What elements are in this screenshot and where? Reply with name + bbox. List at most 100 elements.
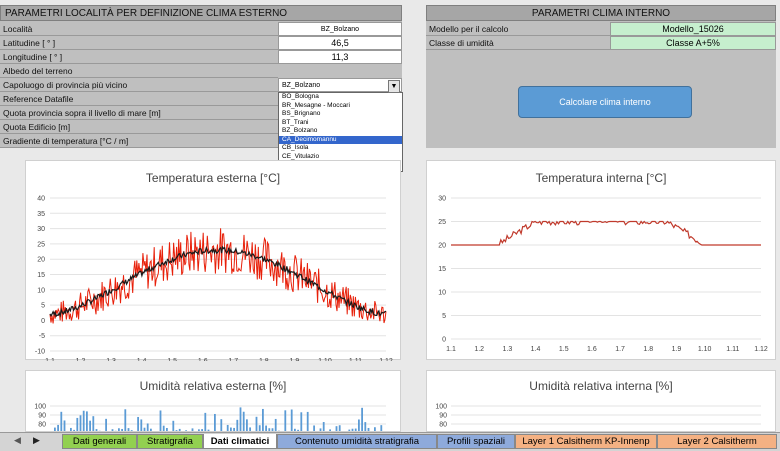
chart-rh-esterna-plot: 100 90 80: [26, 371, 401, 432]
humidity-bar: [358, 419, 360, 432]
tab-profili-spaziali[interactable]: Profili spaziali: [437, 434, 515, 449]
humidity-bar: [160, 410, 162, 432]
y-tick-label: 5: [442, 313, 446, 320]
x-tick-label: 1.10: [698, 346, 712, 353]
left-row-value[interactable]: 46,5: [278, 36, 402, 50]
chart-temp-esterna-plot: 4035302520151050-5-101.11.21.31.41.51.61…: [26, 161, 402, 361]
tab-contenuto-umidit-stratigrafia[interactable]: Contenuto umidità stratigrafia: [277, 434, 437, 449]
humidity-class-label: Classe di umidità: [426, 36, 610, 50]
humidity-bar: [80, 415, 82, 432]
dropdown-option[interactable]: BT_Trani: [279, 119, 402, 128]
y-tick-label: 15: [37, 272, 45, 279]
temperature-raw-series: [50, 228, 386, 323]
humidity-bar: [140, 419, 142, 432]
humidity-bar: [236, 420, 238, 432]
dropdown-option[interactable]: BS_Brignano: [279, 110, 402, 119]
left-row-label: Località: [0, 22, 278, 36]
y-tick-label: 90: [439, 413, 447, 420]
humidity-bar: [243, 412, 245, 432]
tab-scroll-right-icon[interactable]: ▶: [33, 435, 40, 446]
dropdown-option[interactable]: CB_Isola: [279, 144, 402, 153]
humidity-bar: [57, 425, 59, 432]
left-row-value[interactable]: BZ_Bolzano: [278, 78, 402, 92]
dropdown-arrow-icon[interactable]: ▼: [388, 80, 400, 93]
left-row-label: Albedo del terreno: [0, 64, 278, 78]
humidity-bar: [291, 410, 293, 432]
y-tick-label: 0: [442, 337, 446, 344]
model-label: Modello per il calcolo: [426, 22, 610, 36]
y-tick-label: 40: [37, 196, 45, 203]
tab-dati-generali[interactable]: Dati generali: [62, 434, 137, 449]
x-tick-label: 1.4: [531, 346, 541, 353]
y-tick-label: 20: [37, 257, 45, 264]
x-tick-label: 1.9: [672, 346, 682, 353]
x-tick-label: 1.6: [587, 346, 597, 353]
x-tick-label: 1.3: [106, 358, 116, 361]
y-tick-label: 80: [38, 422, 46, 429]
y-tick-label: 35: [37, 211, 45, 218]
humidity-bar: [262, 409, 264, 432]
left-row-value[interactable]: BZ_Bolzano: [278, 22, 402, 36]
y-tick-label: 100: [34, 404, 46, 411]
tab-scroll-left-icon[interactable]: ◀: [14, 435, 21, 446]
humidity-bar: [172, 421, 174, 432]
dropdown-option[interactable]: BZ_Bolzano: [279, 127, 402, 136]
humidity-bar: [105, 419, 107, 432]
tab-layer-2-calsitherm[interactable]: Layer 2 Calsitherm: [657, 434, 777, 449]
x-tick-label: 1.7: [228, 358, 238, 361]
humidity-bar: [64, 420, 66, 432]
left-row-label: Longitudine [ ° ]: [0, 50, 278, 64]
humidity-bar: [380, 425, 382, 432]
x-tick-label: 1.1: [446, 346, 456, 353]
left-row-label: Latitudine [ ° ]: [0, 36, 278, 50]
left-row-value[interactable]: 11,3: [278, 50, 402, 64]
y-tick-label: 20: [438, 243, 446, 250]
y-tick-label: 10: [37, 287, 45, 294]
calculate-button-label: Calcolare clima interno: [559, 97, 651, 107]
humidity-bar: [76, 418, 78, 432]
humidity-class-value[interactable]: Classe A+5%: [610, 36, 776, 50]
dropdown-option[interactable]: CA_Decimomannu: [279, 136, 402, 145]
x-tick-label: 1.5: [167, 358, 177, 361]
right-params-panel: PARAMETRI CLIMA INTERNO Modello per il c…: [426, 5, 776, 148]
right-table-header: PARAMETRI CLIMA INTERNO: [426, 5, 776, 21]
y-tick-label: 100: [435, 404, 447, 411]
x-tick-label: 1.4: [137, 358, 147, 361]
x-tick-label: 1.8: [259, 358, 269, 361]
humidity-bar: [60, 412, 62, 432]
left-row-label: Capoluogo di provincia più vicino: [0, 78, 278, 92]
y-tick-label: -5: [39, 333, 45, 340]
humidity-bar: [339, 425, 341, 432]
y-tick-label: 5: [41, 303, 45, 310]
tab-stratigrafia[interactable]: Stratigrafia: [137, 434, 203, 449]
y-tick-label: 80: [439, 422, 447, 429]
y-tick-label: 30: [438, 196, 446, 203]
indoor-temperature-series: [451, 222, 761, 246]
dropdown-option[interactable]: BR_Mesagne - Moccari: [279, 102, 402, 111]
x-tick-label: 1.3: [502, 346, 512, 353]
x-tick-label: 1.8: [643, 346, 653, 353]
y-tick-label: 90: [38, 413, 46, 420]
humidity-bar: [364, 422, 366, 432]
tab-dati-climatici[interactable]: Dati climatici: [203, 434, 277, 449]
tab-layer-1-calsitherm-kp-innenp[interactable]: Layer 1 Calsitherm KP-Innenp: [515, 434, 657, 449]
dropdown-option[interactable]: BO_Bologna: [279, 93, 402, 102]
x-tick-label: 1.11: [349, 358, 362, 361]
left-row-value: [278, 64, 402, 78]
humidity-bar: [246, 419, 248, 432]
humidity-bar: [284, 410, 286, 432]
humidity-bar: [256, 417, 258, 432]
chart-rh-interna-plot: 100 90 80: [427, 371, 776, 432]
y-tick-label: 0: [41, 318, 45, 325]
x-tick-label: 1.2: [76, 358, 86, 361]
humidity-bar: [300, 412, 302, 432]
left-row-label: Gradiente di temperatura [°C / m]: [0, 134, 278, 148]
calculate-indoor-climate-button[interactable]: Calcolare clima interno: [518, 86, 692, 118]
model-value[interactable]: Modello_15026: [610, 22, 776, 36]
x-tick-label: 1.12: [754, 346, 768, 353]
y-tick-label: 25: [438, 219, 446, 226]
